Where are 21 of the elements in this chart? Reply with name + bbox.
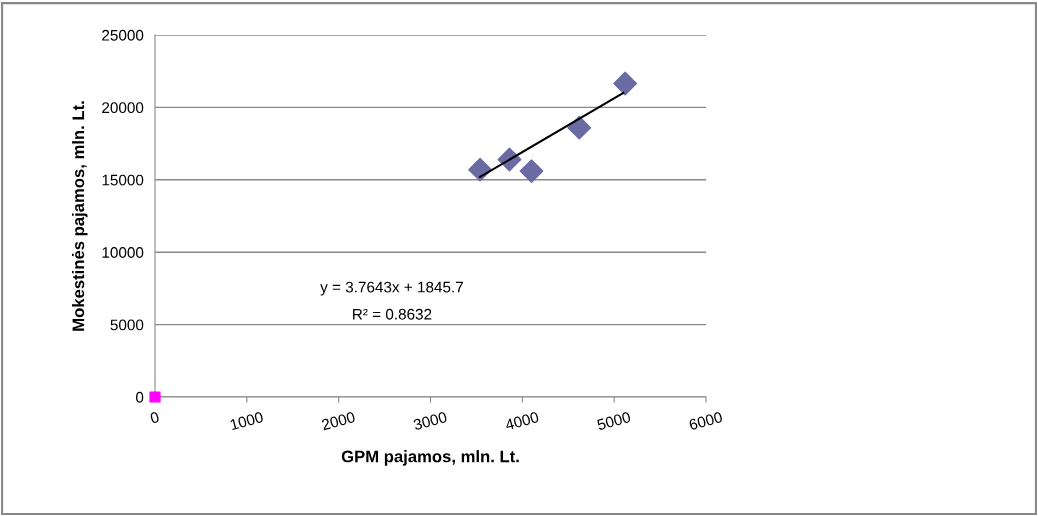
x-tick-label: 1000: [229, 411, 264, 431]
x-axis-title: GPM pajamos, mln. Lt.: [341, 450, 519, 466]
point: [567, 115, 592, 140]
point: [519, 159, 544, 184]
y-tick-label: 20000: [102, 102, 144, 114]
y-tick-label: 0: [135, 391, 144, 403]
point: [613, 71, 638, 96]
x-tick-label: 5000: [596, 411, 632, 431]
y-tick-label: 25000: [102, 29, 144, 41]
y-tick-label: 5000: [110, 319, 144, 331]
y-tick-label: 15000: [102, 174, 144, 186]
x-tick-label: 3000: [412, 411, 448, 431]
annotation: R² = 0.8632: [353, 308, 432, 320]
y-axis-title: Mokestinės pajamos, mln. Lt.: [71, 101, 88, 331]
x-tick-label: 2000: [321, 411, 356, 431]
y-tick-label: 10000: [102, 247, 144, 258]
point: [149, 391, 161, 403]
x-tick-label: 0: [149, 411, 160, 424]
x-tick-label: 6000: [688, 411, 723, 431]
x-tick-label: 4000: [504, 411, 540, 431]
annotation: y = 3.7643x + 1845.7: [320, 281, 463, 296]
